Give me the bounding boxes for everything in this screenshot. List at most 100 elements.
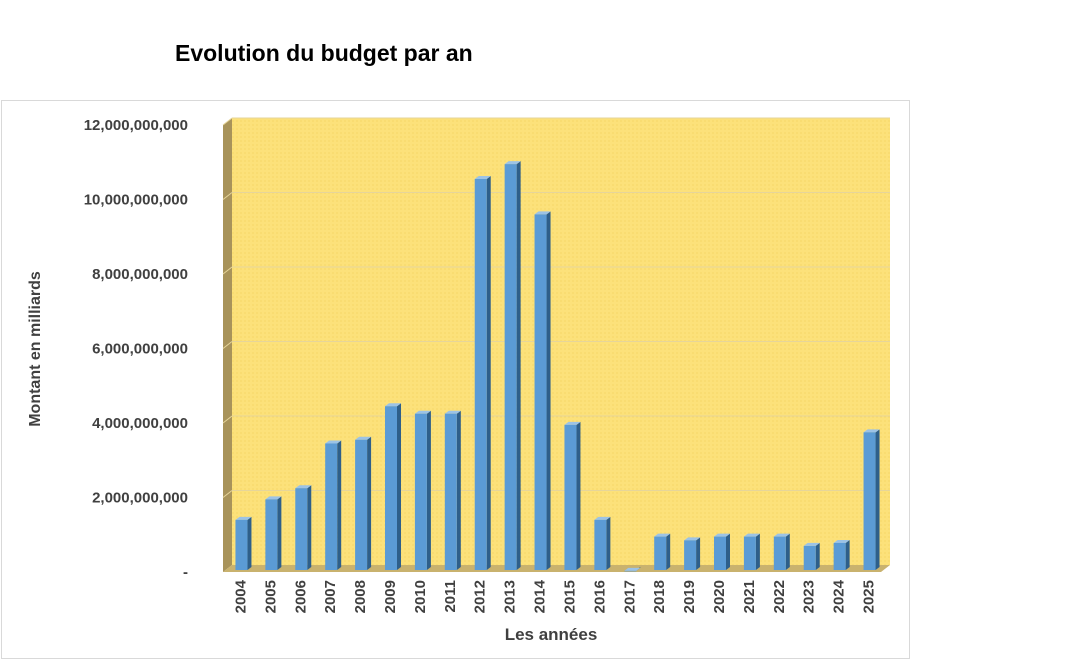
bar-top (444, 410, 461, 414)
bar-top (743, 533, 760, 537)
bar-front (474, 179, 487, 570)
bar (743, 533, 760, 570)
bar-top (684, 537, 701, 541)
bar-front (803, 545, 816, 570)
bar (265, 496, 282, 570)
bar-front (295, 488, 308, 570)
x-tick-label: 2004 (232, 579, 249, 613)
x-tick-label: 2020 (711, 580, 728, 613)
x-tick-label: 2013 (502, 580, 519, 613)
bar-front (743, 536, 756, 570)
bar-top (265, 496, 282, 500)
bar (833, 539, 850, 570)
bar-front (624, 570, 637, 572)
y-tick-label: 4,000,000,000 (92, 415, 188, 432)
gridline-side (222, 266, 233, 275)
bar-side (696, 537, 701, 570)
bar-side (516, 161, 521, 571)
bar (624, 567, 641, 572)
bar (534, 211, 551, 570)
x-axis-title: Les années (505, 625, 598, 644)
bar-top (564, 421, 581, 425)
bar-front (773, 536, 786, 570)
bar-front (833, 542, 846, 570)
x-tick-label: 2012 (472, 580, 489, 613)
bar-side (397, 403, 401, 570)
plot-floor (223, 565, 890, 572)
x-tick-label: 2005 (262, 580, 279, 613)
bar-front (325, 443, 338, 570)
x-tick-label: 2025 (861, 580, 878, 613)
bar-front (355, 439, 368, 570)
x-tick-label: 2008 (352, 580, 369, 613)
y-tick-label: 6,000,000,000 (92, 341, 188, 358)
bar-front (714, 536, 726, 570)
x-tick-label: 2007 (322, 580, 339, 613)
bar-top (534, 211, 551, 215)
bar-top (833, 539, 850, 543)
bar (684, 537, 701, 570)
x-tick-label: 2018 (651, 580, 668, 613)
bar-front (863, 432, 876, 570)
gridline-side (222, 490, 233, 498)
bar-side (367, 436, 372, 570)
bar-side (277, 496, 282, 570)
bar-top (803, 542, 820, 546)
bar (474, 176, 491, 570)
bar-front (385, 406, 397, 570)
bar-side (606, 516, 611, 570)
bar-front (534, 214, 547, 570)
bar (295, 485, 312, 570)
y-tick-label: 12,000,000,000 (84, 117, 188, 134)
x-tick-label: 2014 (532, 579, 549, 613)
bar (235, 516, 252, 570)
x-tick-label: 2019 (681, 580, 698, 613)
bar-top (714, 533, 730, 537)
bar-side (337, 440, 342, 570)
y-axis-title: Montant en milliards (27, 271, 44, 427)
bar-top (474, 176, 491, 180)
bar (714, 533, 730, 570)
bar-side (845, 539, 850, 570)
bar-front (564, 424, 577, 570)
bar-front (684, 540, 697, 570)
bar-front (414, 413, 427, 570)
x-tick-label: 2022 (771, 580, 788, 613)
bar-front (444, 413, 457, 570)
bar-top (295, 485, 312, 489)
x-tick-label: 2010 (412, 580, 429, 613)
bar-side (546, 211, 551, 570)
bar-side (666, 533, 671, 570)
bar-side (426, 410, 431, 570)
bar (414, 410, 431, 570)
x-tick-label: 2015 (561, 580, 578, 613)
bar-front (654, 536, 667, 570)
bar-top (654, 533, 671, 537)
bar-side (307, 485, 312, 570)
bar-front (235, 519, 248, 570)
bar (504, 161, 521, 571)
gridline-side (222, 192, 233, 200)
x-tick-label: 2021 (741, 580, 758, 613)
y-tick-label: 8,000,000,000 (92, 266, 188, 283)
bar-side (755, 533, 760, 570)
gridline-side (222, 117, 233, 126)
bar-top (624, 567, 641, 571)
bar (863, 429, 880, 570)
gridline-side (222, 415, 233, 424)
y-tick-label: 10,000,000,000 (84, 192, 188, 209)
bar-side (875, 429, 880, 570)
bar-front (594, 519, 607, 570)
bar-side (486, 176, 491, 570)
x-tick-label: 2011 (442, 580, 459, 613)
bar-top (235, 516, 252, 520)
x-tick-label: 2024 (831, 579, 848, 613)
x-tick-label: 2009 (382, 580, 399, 613)
gridline-side (222, 341, 233, 349)
bar-side (247, 516, 252, 570)
y-tick-label: 2,000,000,000 (92, 490, 188, 507)
bar (654, 533, 671, 570)
bar-top (355, 436, 372, 440)
